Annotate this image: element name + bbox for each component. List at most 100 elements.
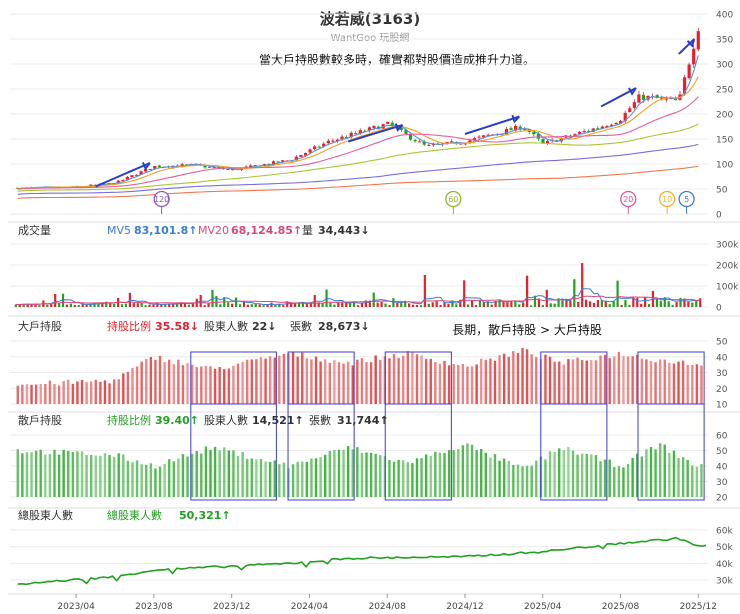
volume-bar: [655, 299, 659, 307]
holder-bar: [502, 458, 506, 497]
holder-bar: [117, 453, 120, 497]
candle-body: [468, 140, 472, 143]
candle-body: [523, 129, 527, 131]
holder-bar: [172, 364, 175, 404]
candle-body: [276, 161, 280, 163]
total-value-label: 總股東人數: [107, 508, 162, 522]
holder-bar: [599, 461, 602, 497]
trend-arrow: [348, 124, 403, 143]
holder-bar: [48, 380, 52, 404]
big-shares-label: 張數: [290, 320, 312, 333]
volume-bar: [423, 274, 426, 307]
holder-bar: [392, 353, 396, 404]
candle-body: [345, 136, 349, 138]
holder-bar: [122, 373, 125, 404]
holder-bar: [700, 365, 703, 404]
candle-body: [367, 127, 372, 131]
volume-bar: [349, 303, 352, 307]
volume-bar: [219, 304, 222, 307]
holder-bar: [525, 465, 529, 497]
holder-bar: [691, 465, 694, 497]
candle-body: [637, 94, 641, 103]
holder-bar: [67, 379, 70, 404]
candle-body: [130, 175, 134, 178]
holder-bar: [67, 450, 70, 497]
volume-bar: [164, 304, 167, 307]
holder-bar: [452, 364, 455, 404]
holder-bar: [103, 380, 107, 404]
holder-bar: [149, 463, 153, 497]
holder-bar: [296, 461, 299, 497]
volume-bar: [305, 303, 308, 307]
volume-bar: [675, 302, 678, 307]
holder-bar: [112, 456, 116, 497]
holder-bar: [273, 357, 276, 404]
holder-bar: [654, 362, 657, 404]
volume-bar: [54, 294, 57, 307]
holder-bar: [594, 455, 598, 497]
y-tick-label: 60k: [716, 527, 733, 537]
volume-bar: [30, 304, 33, 307]
holder-bar: [177, 359, 180, 404]
y-tick-label: 0: [716, 211, 722, 221]
volume-bar: [659, 300, 662, 307]
volume-bar: [533, 295, 537, 307]
holder-bar: [342, 449, 345, 497]
y-tick-label: 20: [716, 385, 728, 395]
volume-bar: [140, 302, 143, 307]
chart-subtitle: WantGoo 玩股網: [331, 31, 410, 44]
holder-bar: [209, 449, 212, 497]
candle-body: [623, 112, 627, 121]
volume-bar: [290, 302, 293, 307]
candle-body: [682, 77, 687, 94]
retail-holder-bars: [16, 443, 703, 497]
volume-bar: [317, 302, 320, 307]
holder-bar: [438, 363, 442, 404]
volume-bar: [81, 303, 84, 307]
volume-bar: [227, 302, 230, 307]
candle-body: [317, 146, 321, 148]
candle-body: [609, 124, 614, 126]
holder-bar: [429, 455, 432, 497]
total-holder-label: 總股東人數: [18, 508, 73, 522]
holder-bar: [44, 383, 47, 404]
y-tick-label: 250: [716, 86, 733, 96]
holder-bar: [493, 454, 497, 497]
volume-bar: [506, 301, 509, 307]
total-holders-line: [17, 536, 707, 586]
big-holders-value: 22↓: [252, 320, 277, 333]
volume-bar: [474, 305, 478, 307]
candle-body: [399, 128, 404, 130]
holder-bar: [126, 371, 130, 404]
volume-bar: [14, 304, 17, 307]
candle-body: [89, 184, 93, 187]
volume-bar: [408, 303, 411, 307]
volume-bar: [93, 303, 96, 307]
candle-body: [267, 163, 271, 165]
candle-body: [271, 161, 276, 165]
trend-arrows: [95, 38, 696, 188]
candle-body: [573, 134, 577, 137]
holder-bar: [576, 357, 579, 404]
holder-bar: [94, 379, 97, 404]
holder-bar: [631, 356, 634, 404]
holder-bar: [636, 453, 639, 497]
big-holder-bars: [16, 347, 703, 404]
holder-bar: [145, 358, 148, 404]
holder-bar: [434, 451, 437, 497]
candle-body: [226, 169, 230, 171]
volume-bar: [368, 300, 371, 307]
holder-bar: [351, 449, 354, 497]
volume-bar: [486, 301, 489, 307]
holder-bar: [204, 366, 208, 404]
volume-bar: [699, 298, 702, 307]
holder-bar: [190, 364, 194, 404]
volume-bar: [278, 303, 281, 307]
period-marker-label: 20: [623, 195, 633, 204]
holder-bar: [181, 454, 185, 497]
holder-bar: [213, 368, 217, 404]
holder-bar: [668, 362, 671, 404]
holder-bar: [640, 456, 644, 497]
holder-bar: [626, 356, 630, 404]
holder-bar: [356, 359, 359, 404]
